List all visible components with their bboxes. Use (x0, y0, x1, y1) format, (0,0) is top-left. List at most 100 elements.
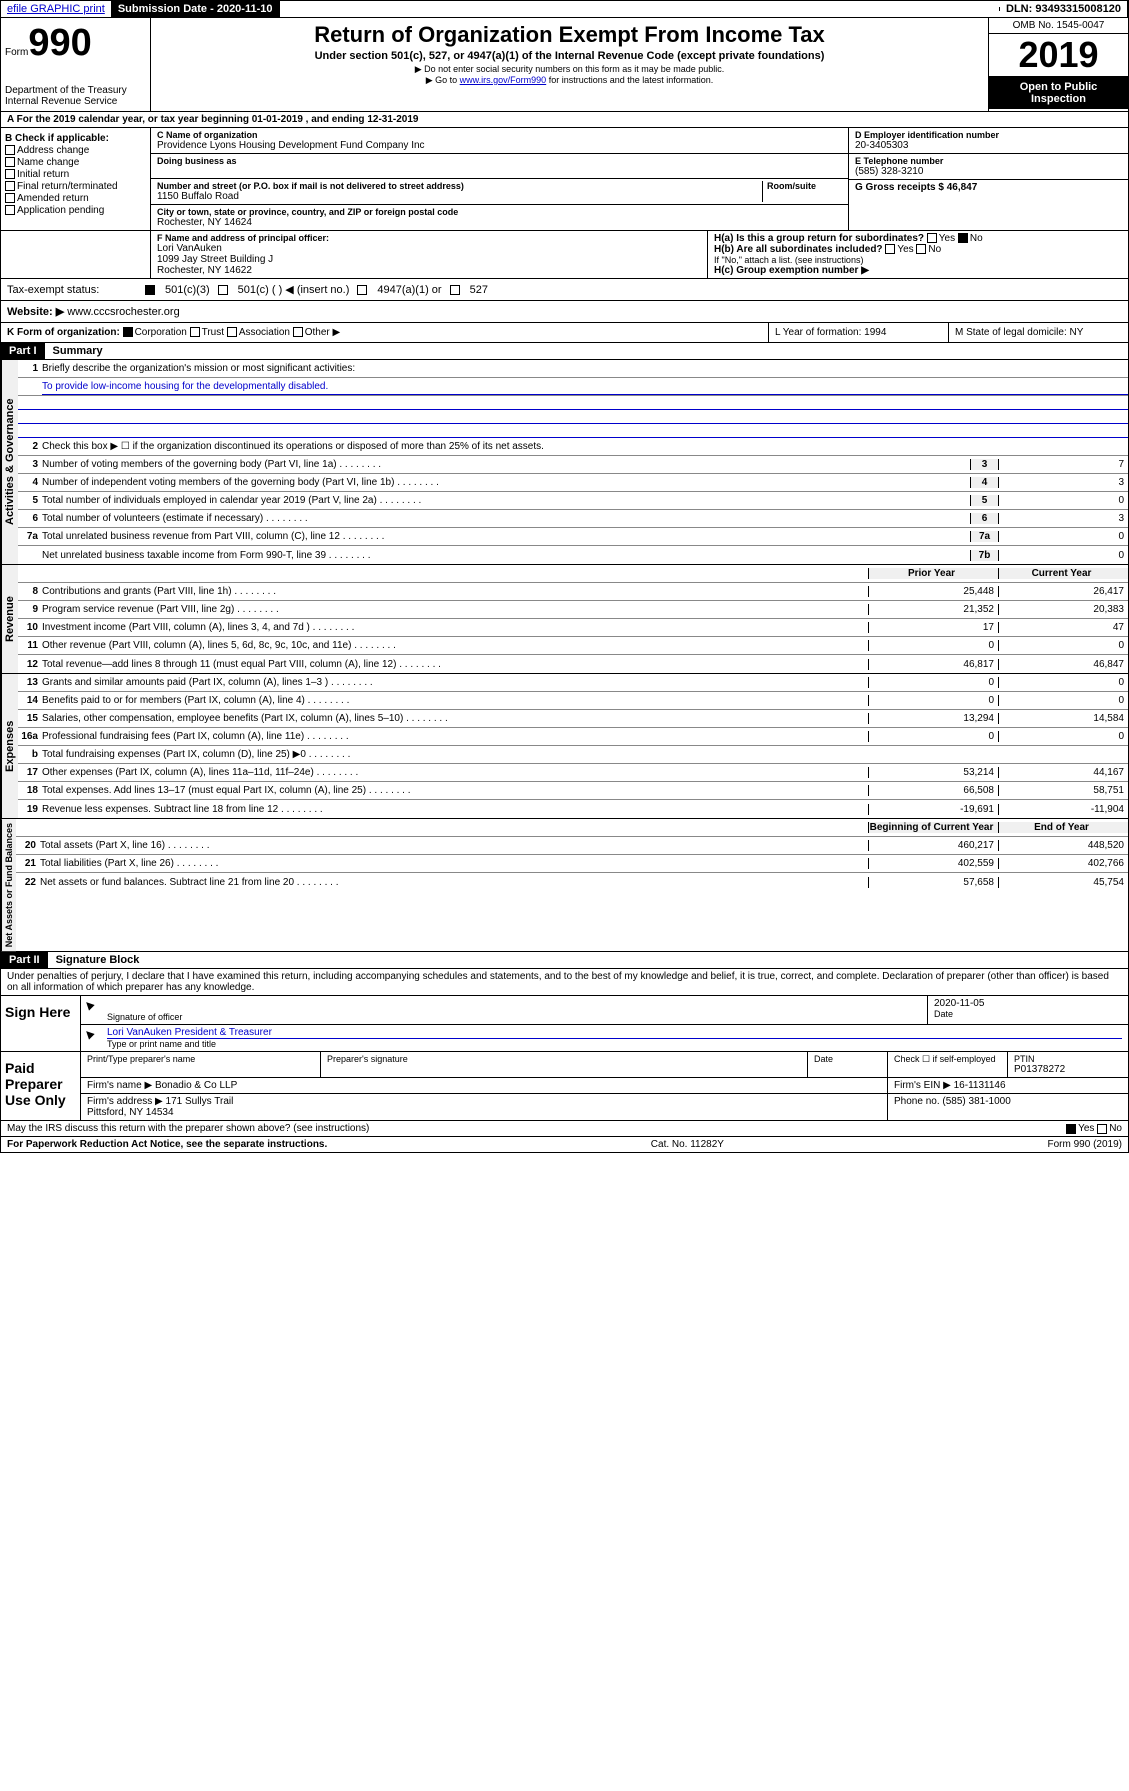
sign-here-section: Sign Here Signature of officer 2020-11-0… (0, 996, 1129, 1052)
chk-initial[interactable]: Initial return (17, 169, 69, 180)
opt-corp[interactable]: Corporation (135, 327, 187, 338)
table-row: 15Salaries, other compensation, employee… (18, 710, 1128, 728)
firm-phone: (585) 381-1000 (942, 1096, 1010, 1107)
table-row: 22Net assets or fund balances. Subtract … (16, 873, 1128, 891)
form-prefix: Form (5, 47, 28, 58)
vert-netassets: Net Assets or Fund Balances (1, 819, 16, 951)
part-i-header: Part I Summary (0, 343, 1129, 360)
col-begin: Beginning of Current Year (868, 822, 998, 833)
omb-number: OMB No. 1545-0047 (989, 18, 1128, 34)
pencil-icon (83, 1029, 94, 1040)
chk-name[interactable]: Name change (17, 157, 79, 168)
ein-value: 20-3405303 (855, 140, 1122, 151)
table-row: 7aTotal unrelated business revenue from … (18, 528, 1128, 546)
vert-expenses: Expenses (1, 674, 18, 818)
opt-501c3[interactable]: 501(c)(3) (165, 284, 210, 296)
street-address: 1150 Buffalo Road (157, 191, 762, 202)
phone-value: (585) 328-3210 (855, 166, 1122, 177)
table-row: 14Benefits paid to or for members (Part … (18, 692, 1128, 710)
note-ssn: ▶ Do not enter social security numbers o… (155, 64, 984, 75)
note-goto: ▶ Go to www.irs.gov/Form990 for instruct… (155, 75, 984, 86)
opt-501c[interactable]: 501(c) ( ) ◀ (insert no.) (238, 283, 350, 296)
table-row: 21Total liabilities (Part X, line 26)402… (16, 855, 1128, 873)
org-name: Providence Lyons Housing Development Fun… (157, 140, 842, 151)
officer-group-row: F Name and address of principal officer:… (0, 231, 1129, 279)
phone-label: E Telephone number (855, 156, 1122, 166)
chk-address[interactable]: Address change (17, 145, 89, 156)
firm-ein: 16-1131146 (954, 1080, 1006, 1091)
vert-revenue: Revenue (1, 565, 18, 673)
h-c: H(c) Group exemption number ▶ (714, 265, 1122, 276)
col-end: End of Year (998, 822, 1128, 833)
gross-receipts: G Gross receipts $ 46,847 (855, 182, 1122, 193)
sign-here-label: Sign Here (1, 996, 81, 1051)
type-name-label: Type or print name and title (107, 1039, 1122, 1049)
officer-label: F Name and address of principal officer: (157, 233, 701, 243)
table-row: 16aProfessional fundraising fees (Part I… (18, 728, 1128, 746)
col-current: Current Year (998, 568, 1128, 579)
opt-527[interactable]: 527 (470, 284, 488, 296)
officer-name: Lori VanAuken (157, 243, 701, 254)
form-number: 990 (28, 22, 91, 64)
table-row: 9Program service revenue (Part VIII, lin… (18, 601, 1128, 619)
ein-label: D Employer identification number (855, 130, 1122, 140)
revenue-section: Revenue Prior YearCurrent Year 8Contribu… (0, 565, 1129, 674)
line-2: Check this box ▶ ☐ if the organization d… (42, 439, 1128, 454)
pencil-icon (83, 1000, 94, 1011)
dln: DLN: 93493315008120 (1000, 1, 1128, 17)
h-a: H(a) Is this a group return for subordin… (714, 233, 1122, 244)
form-title: Return of Organization Exempt From Incom… (155, 22, 984, 48)
org-name-label: C Name of organization (157, 130, 842, 140)
chk-final[interactable]: Final return/terminated (17, 181, 118, 192)
efile-link[interactable]: efile GRAPHIC print (1, 1, 112, 17)
website-value[interactable]: www.cccsrochester.org (67, 306, 179, 318)
city-label: City or town, state or province, country… (157, 207, 842, 217)
chk-amended[interactable]: Amended return (17, 193, 89, 204)
opt-assoc[interactable]: Association (239, 327, 290, 338)
tax-year: 2019 (989, 34, 1128, 77)
officer-name-title: Lori VanAuken President & Treasurer (107, 1027, 1122, 1039)
addr-label: Number and street (or P.O. box if mail i… (157, 181, 762, 191)
entity-info: B Check if applicable: Address change Na… (0, 128, 1129, 231)
firm-name: Bonadio & Co LLP (155, 1080, 237, 1091)
table-row: 6Total number of volunteers (estimate if… (18, 510, 1128, 528)
table-row: 11Other revenue (Part VIII, column (A), … (18, 637, 1128, 655)
col-prior: Prior Year (868, 568, 998, 579)
expenses-section: Expenses 13Grants and similar amounts pa… (0, 674, 1129, 819)
opt-trust[interactable]: Trust (202, 327, 224, 338)
room-label: Room/suite (767, 181, 842, 191)
table-row: 13Grants and similar amounts paid (Part … (18, 674, 1128, 692)
dept-treasury: Department of the Treasury Internal Reve… (5, 85, 146, 107)
open-public: Open to Public Inspection (989, 77, 1128, 109)
footer-form: Form 990 (2019) (1048, 1139, 1122, 1150)
table-row: 10Investment income (Part VIII, column (… (18, 619, 1128, 637)
table-row: 3Number of voting members of the governi… (18, 456, 1128, 474)
irs-link[interactable]: www.irs.gov/Form990 (460, 75, 547, 85)
form-subtitle: Under section 501(c), 527, or 4947(a)(1)… (155, 50, 984, 62)
top-bar: efile GRAPHIC print Submission Date - 20… (0, 0, 1129, 18)
tax-status-label: Tax-exempt status: (7, 284, 137, 296)
footer: For Paperwork Reduction Act Notice, see … (0, 1137, 1129, 1153)
date-label: Date (934, 1009, 1122, 1019)
table-row: 12Total revenue—add lines 8 through 11 (… (18, 655, 1128, 673)
vert-governance: Activities & Governance (1, 360, 18, 564)
discuss-row: May the IRS discuss this return with the… (0, 1121, 1129, 1137)
opt-other[interactable]: Other ▶ (305, 327, 340, 338)
city-state-zip: Rochester, NY 14624 (157, 217, 842, 228)
table-row: 20Total assets (Part X, line 16)460,2174… (16, 837, 1128, 855)
chk-pending[interactable]: Application pending (17, 205, 104, 216)
officer-addr: 1099 Jay Street Building J Rochester, NY… (157, 254, 701, 276)
table-row: 8Contributions and grants (Part VIII, li… (18, 583, 1128, 601)
website-row: Website: ▶ www.cccsrochester.org (0, 301, 1129, 323)
sig-officer-label: Signature of officer (107, 1012, 921, 1022)
table-row: 17Other expenses (Part IX, column (A), l… (18, 764, 1128, 782)
perjury-text: Under penalties of perjury, I declare th… (0, 969, 1129, 996)
state-domicile: M State of legal domicile: NY (948, 323, 1128, 342)
line-1: Briefly describe the organization's miss… (42, 361, 1128, 376)
form-org-row: K Form of organization: ✓Corporation Tru… (0, 323, 1129, 343)
table-row: Net unrelated business taxable income fr… (18, 546, 1128, 564)
opt-4947[interactable]: 4947(a)(1) or (377, 284, 441, 296)
footer-left: For Paperwork Reduction Act Notice, see … (7, 1139, 327, 1150)
table-row: 4Number of independent voting members of… (18, 474, 1128, 492)
netassets-section: Net Assets or Fund Balances Beginning of… (0, 819, 1129, 952)
